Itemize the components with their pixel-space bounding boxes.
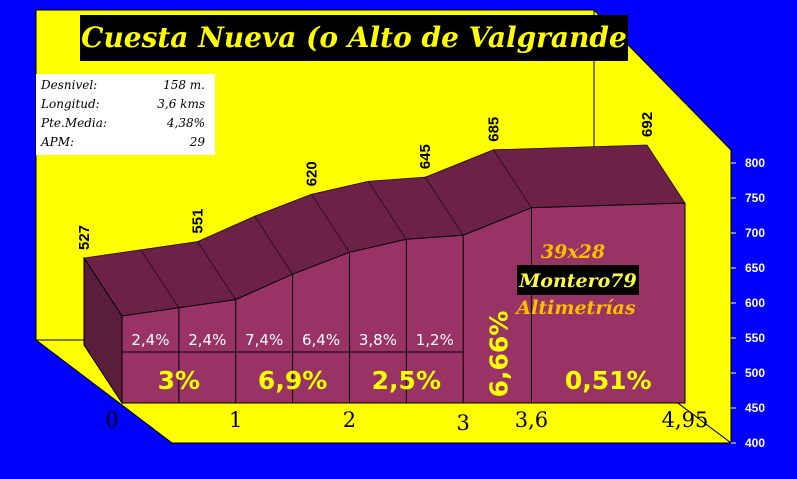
km-gradient-labels: 3% 6,9% 2,5% 6,66% 0,51% <box>158 311 652 398</box>
stat-value: 4,38% <box>166 116 205 130</box>
stat-desnivel: Desnivel: 158 m. <box>41 78 211 97</box>
x-tick-label: 3 <box>457 411 470 435</box>
profile-front-face <box>121 202 686 404</box>
y-tick-label: 550 <box>745 331 765 345</box>
stat-pte-media: Pte.Media: 4,38% <box>41 116 211 135</box>
stat-label: Desnivel: <box>41 78 98 92</box>
y-tick-label: 450 <box>745 401 765 415</box>
watermark: 39x28 Montero79 Altimetrías <box>514 241 639 319</box>
x-tick-label: 4,95 <box>662 408 709 432</box>
x-tick-label: 2 <box>343 408 356 432</box>
x-tick-label: 1 <box>229 408 242 432</box>
y-tick-label: 400 <box>745 436 765 450</box>
km-gradient-label: 3% <box>158 366 200 395</box>
y-tick-label: 600 <box>745 296 765 310</box>
title-box: Cuesta Nueva (o Alto de Valgrande O) <box>80 15 628 100</box>
segment-gradient-label: 2,4% <box>131 331 169 349</box>
stats-panel: Desnivel: 158 m. Longitud: 3,6 kms Pte.M… <box>36 74 215 155</box>
segment-gradient-labels: 2,4% 2,4% 7,4% 6,4% 3,8% 1,2% <box>131 331 453 349</box>
x-axis: 0 1 2 3 3,6 4,95 <box>105 408 708 435</box>
y-tick-label: 650 <box>745 261 765 275</box>
km-gradient-label: 6,66% <box>484 311 513 398</box>
watermark-gear: 39x28 <box>541 241 605 263</box>
stat-apm: APM: 29 <box>41 135 211 154</box>
elevation-label: 692 <box>639 112 656 137</box>
y-tick-label: 700 <box>745 226 765 240</box>
elevation-label: 620 <box>303 161 320 186</box>
stat-label: APM: <box>41 135 75 149</box>
km-gradient-label: 6,9% <box>258 366 327 395</box>
stat-label: Longitud: <box>41 97 100 111</box>
segment-gradient-label: 2,4% <box>188 331 226 349</box>
y-tick-label: 500 <box>745 366 765 380</box>
segment-gradient-label: 7,4% <box>245 331 283 349</box>
y-axis: 400 450 500 550 600 650 700 750 800 <box>731 156 765 450</box>
segment-gradient-label: 3,8% <box>359 331 397 349</box>
km-gradient-label: 2,5% <box>372 366 441 395</box>
y-tick-label: 750 <box>745 191 765 205</box>
elevation-label: 685 <box>485 117 502 142</box>
elevation-label: 645 <box>417 144 434 169</box>
elevation-label: 527 <box>76 225 93 250</box>
watermark-brand: Altimetrías <box>514 297 635 319</box>
segment-gradient-label: 1,2% <box>416 331 454 349</box>
km-gradient-label: 0,51% <box>565 366 652 395</box>
segment-gradient-label: 6,4% <box>302 331 340 349</box>
stat-longitud: Longitud: 3,6 kms <box>41 97 211 116</box>
chart-title: Cuesta Nueva (o Alto de Valgrande O) <box>81 21 627 100</box>
x-tick-label: 3,6 <box>515 408 548 432</box>
stat-label: Pte.Media: <box>41 116 107 130</box>
stat-value: 29 <box>189 135 205 149</box>
stat-value: 158 m. <box>163 78 205 92</box>
x-tick-label: 0 <box>105 408 118 432</box>
elevation-label: 551 <box>190 209 207 234</box>
y-tick-label: 800 <box>745 156 765 170</box>
elevation-labels: 527 551 620 645 685 692 <box>76 112 656 250</box>
watermark-author-box <box>517 265 639 295</box>
profile-solid <box>83 144 686 405</box>
watermark-author: Montero79 <box>518 270 637 292</box>
stat-value: 3,6 kms <box>157 97 205 111</box>
